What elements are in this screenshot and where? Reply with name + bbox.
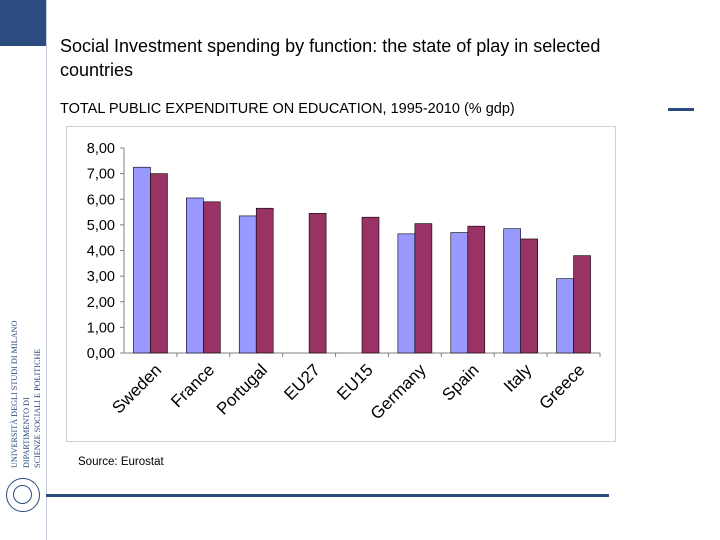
bar-1995-portugal [238,215,257,354]
logo-line-1: UNIVERSITÀ DEGLI STUDI DI MILANO [9,321,19,468]
bar-2010-eu15 [361,216,380,354]
x-tick-label: France [167,360,218,411]
y-tick-label: 1,00 [87,320,115,336]
bar-1995-france [186,197,204,354]
y-tick-label: 2,00 [87,295,115,311]
chart-subtitle: TOTAL PUBLIC EXPENDITURE ON EDUCATION, 1… [60,101,515,117]
sidebar-top-bar [0,0,46,46]
bar-1995-greece [556,278,574,354]
chart-frame: 0,00 1,00 2,00 3,00 4,00 5,00 6,00 7,00 8,00 Swed… [66,126,627,442]
bar-1995-italy [503,228,521,354]
bar-2010-italy [520,238,538,354]
y-tick-label: 5,00 [87,218,115,234]
x-tick-label: Germany [367,360,430,423]
bar-1995-germany [397,233,416,354]
y-tick-label: 4,00 [87,244,115,260]
y-tick-label: 6,00 [87,192,115,208]
bar-2010-spain [467,225,486,354]
x-tick-label: Portugal [213,360,271,418]
bar-2010-eu27 [308,213,327,354]
bar-chart: 0,00 1,00 2,00 3,00 4,00 5,00 6,00 7,00 8,00 Swed… [87,141,627,423]
bar-2010-germany [414,223,433,354]
bar-2010-france [203,201,221,354]
logo-sidebar: UNIVERSITÀ DEGLI STUDI DI MILANO DIPARTI… [0,0,47,540]
x-tick-label: Spain [438,360,482,404]
bar-2010-sweden [150,173,168,354]
x-tick-label: EU15 [333,360,377,404]
accent-line [668,108,694,111]
slide-title: Social Investment spending by function: … [60,36,601,80]
x-tick-label: Sweden [108,360,165,417]
y-tick-label: 0,00 [87,346,115,362]
logo-line-3: SCIENZE SOCIALI E POLITICHE [33,349,42,468]
seal-inner-ring [13,485,32,504]
x-tick-label: EU27 [280,360,324,404]
university-logo-text: UNIVERSITÀ DEGLI STUDI DI MILANO DIPARTI… [9,321,42,468]
logo-line-2: DIPARTIMENTO DI [22,397,31,468]
university-seal-icon [6,478,40,512]
bar-1995-sweden [133,166,151,354]
x-tick-label: Italy [500,360,536,396]
bar-2010-portugal [255,207,274,354]
y-tick-label: 3,00 [87,269,115,285]
bar-1995-spain [450,232,469,354]
x-tick-label: Greece [536,360,589,413]
source-note: Source: Eurostat [78,456,164,468]
bottom-divider [46,494,609,497]
bar-2010-greece [573,255,591,354]
y-tick-label: 7,00 [87,167,115,183]
y-tick-label: 8,00 [87,141,115,157]
